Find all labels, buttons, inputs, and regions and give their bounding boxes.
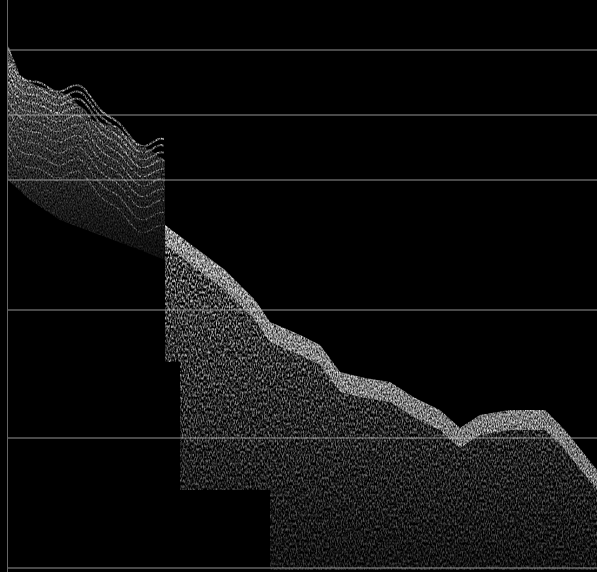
echogram [0,0,597,572]
page: (() => { const svg = document.getElement… [0,0,597,572]
